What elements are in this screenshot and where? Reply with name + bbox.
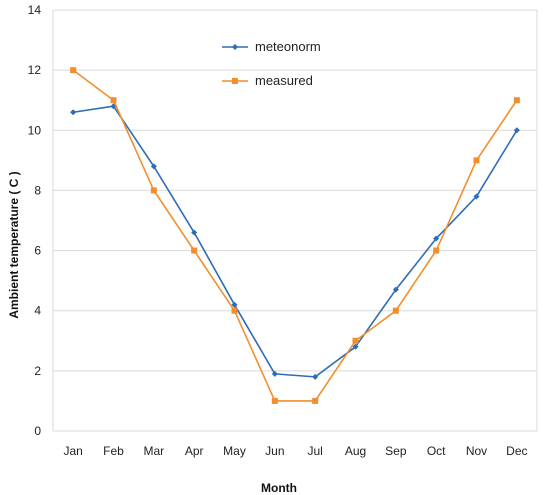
x-tick-label: Aug xyxy=(345,444,366,458)
series-line-measured xyxy=(72,69,518,402)
y-tick-label: 2 xyxy=(34,364,41,378)
x-tick-label: Jun xyxy=(265,444,284,458)
x-tick-label: Sep xyxy=(385,444,407,458)
y-tick-label: 12 xyxy=(28,63,42,77)
x-tick-label: Oct xyxy=(427,444,446,458)
x-tick-label: Jan xyxy=(63,444,82,458)
series-line-meteonorm xyxy=(72,105,518,378)
y-tick-label: 6 xyxy=(34,244,41,258)
data-point-meteonorm xyxy=(513,127,520,134)
data-point-meteonorm xyxy=(433,235,440,242)
data-point-measured xyxy=(150,187,157,194)
y-tick-label: 4 xyxy=(34,304,41,318)
data-point-measured xyxy=(271,397,278,404)
legend-marker-meteonorm xyxy=(232,44,238,50)
data-point-measured xyxy=(392,307,399,314)
data-series xyxy=(70,67,520,404)
data-point-measured xyxy=(312,397,319,404)
x-tick-label: May xyxy=(223,444,246,458)
data-point-measured xyxy=(513,97,520,104)
data-point-meteonorm xyxy=(70,109,77,116)
x-tick-label: Apr xyxy=(185,444,204,458)
legend-marker-measured xyxy=(232,78,238,84)
legend-label-meteonorm: meteonorm xyxy=(255,39,321,54)
data-point-measured xyxy=(473,157,480,164)
y-axis-title: Ambient temperature ( C ) xyxy=(7,171,21,318)
x-tick-label: Jul xyxy=(307,444,322,458)
data-point-measured xyxy=(191,247,198,254)
x-axis-title: Month xyxy=(261,481,297,495)
data-point-meteonorm xyxy=(231,301,238,308)
gridlines xyxy=(53,9,537,432)
data-point-measured xyxy=(110,97,117,104)
data-point-meteonorm xyxy=(271,370,278,377)
data-point-meteonorm xyxy=(312,373,319,380)
y-tick-label: 8 xyxy=(34,183,41,197)
y-tick-label: 10 xyxy=(28,123,42,137)
data-point-measured xyxy=(231,307,238,314)
data-point-meteonorm xyxy=(473,193,480,200)
y-tick-labels: 0 2 4 6 8 10 12 14 xyxy=(28,3,42,438)
x-tick-label: Dec xyxy=(506,444,527,458)
x-tick-label: Nov xyxy=(466,444,487,458)
x-tick-labels: Jan Feb Mar Apr May Jun Jul Aug Sep Oct Nov Dec xyxy=(63,444,527,458)
data-point-measured xyxy=(352,337,359,344)
legend-label-measured: measured xyxy=(255,73,313,88)
data-point-meteonorm xyxy=(352,343,359,350)
x-tick-label: Feb xyxy=(103,444,124,458)
data-point-measured xyxy=(433,247,440,254)
y-tick-label: 14 xyxy=(28,3,42,17)
legend: meteonorm measured xyxy=(222,39,321,88)
data-point-measured xyxy=(70,67,77,74)
y-tick-label: 0 xyxy=(34,424,41,438)
x-tick-label: Mar xyxy=(143,444,164,458)
data-point-meteonorm xyxy=(150,163,157,170)
data-point-meteonorm xyxy=(191,229,198,236)
plot-frame xyxy=(52,10,538,432)
data-point-meteonorm xyxy=(392,286,399,293)
